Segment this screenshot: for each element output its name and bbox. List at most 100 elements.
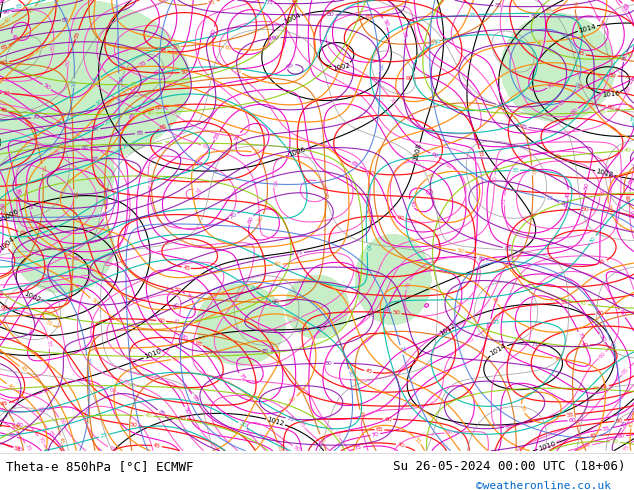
Text: 65: 65 (8, 432, 16, 439)
Text: 65: 65 (627, 193, 633, 200)
Text: 35: 35 (519, 404, 526, 413)
Text: 45: 45 (566, 191, 571, 198)
Text: 50: 50 (609, 73, 617, 78)
Text: 65: 65 (558, 98, 567, 107)
Text: 65: 65 (159, 122, 168, 130)
Text: 75: 75 (265, 0, 273, 6)
Text: 75: 75 (175, 317, 181, 325)
Text: 90: 90 (81, 146, 89, 151)
Text: 75: 75 (269, 33, 276, 42)
Text: 55: 55 (74, 30, 81, 39)
Text: 55: 55 (577, 84, 585, 90)
Text: 90: 90 (559, 201, 568, 209)
Text: 60: 60 (152, 69, 162, 77)
Text: 50: 50 (615, 418, 623, 424)
Text: 75: 75 (295, 250, 303, 256)
Text: 40: 40 (257, 214, 266, 223)
Text: 70: 70 (581, 343, 590, 349)
Text: 50: 50 (11, 424, 19, 431)
Text: 55: 55 (289, 395, 298, 404)
Text: 60: 60 (444, 162, 453, 170)
Text: 30: 30 (66, 178, 74, 185)
Text: 30: 30 (611, 439, 619, 445)
Text: 55: 55 (413, 436, 422, 445)
Text: 65: 65 (0, 44, 9, 51)
Text: 45: 45 (129, 82, 138, 87)
Text: 75: 75 (316, 178, 325, 187)
Text: 85: 85 (157, 409, 166, 417)
Text: 75: 75 (23, 443, 32, 452)
Text: 85: 85 (61, 17, 70, 23)
Text: 75: 75 (622, 443, 630, 452)
Text: 10: 10 (346, 369, 353, 378)
Text: 50: 50 (181, 70, 189, 75)
Text: 45: 45 (10, 33, 19, 42)
Text: 50: 50 (572, 0, 578, 9)
Text: 60: 60 (157, 318, 165, 324)
Text: 50: 50 (183, 407, 191, 416)
Text: 60: 60 (57, 417, 66, 426)
Text: 50: 50 (42, 83, 51, 91)
Text: 45: 45 (323, 192, 328, 200)
Text: 75: 75 (26, 202, 32, 211)
Text: 1006: 1006 (1, 208, 20, 221)
Text: 40: 40 (553, 356, 562, 362)
Text: Su 26-05-2024 00:00 UTC (18+06): Su 26-05-2024 00:00 UTC (18+06) (393, 460, 626, 473)
Text: 50: 50 (581, 207, 589, 212)
Text: 60: 60 (598, 350, 607, 360)
Text: 50: 50 (81, 416, 89, 425)
Text: 1008: 1008 (413, 143, 423, 162)
Text: 40: 40 (12, 422, 20, 431)
Text: 40: 40 (4, 16, 13, 24)
Text: 35: 35 (598, 109, 606, 115)
Text: 1010: 1010 (143, 348, 162, 360)
Text: 85: 85 (262, 349, 269, 354)
Text: 60: 60 (569, 107, 579, 116)
Text: 50: 50 (234, 133, 242, 142)
Text: 1012: 1012 (438, 322, 456, 337)
Text: 70: 70 (407, 199, 415, 209)
Text: 65: 65 (628, 176, 634, 186)
Text: 55: 55 (602, 426, 611, 432)
Text: 30: 30 (95, 98, 104, 107)
Text: 95: 95 (91, 156, 100, 162)
Text: 55: 55 (108, 445, 117, 453)
Text: 50: 50 (583, 181, 590, 190)
Text: 55: 55 (193, 187, 202, 196)
Text: 55: 55 (38, 407, 47, 413)
Text: 20: 20 (377, 63, 382, 71)
Text: 80: 80 (101, 210, 109, 219)
Text: 50: 50 (456, 248, 464, 254)
Text: 45: 45 (590, 433, 598, 440)
Text: 15: 15 (545, 196, 553, 202)
Text: 70: 70 (496, 102, 505, 108)
Text: 1006: 1006 (287, 147, 306, 158)
Text: 65: 65 (18, 230, 27, 238)
Text: 80: 80 (325, 361, 333, 366)
Text: 75: 75 (519, 124, 528, 130)
Text: 65: 65 (129, 112, 137, 121)
Text: 60: 60 (430, 151, 439, 159)
Text: 25: 25 (492, 319, 500, 325)
Text: 55: 55 (213, 131, 221, 140)
Text: 60: 60 (598, 21, 606, 30)
Text: 25: 25 (100, 432, 108, 439)
Text: 80: 80 (477, 256, 486, 262)
Text: 45: 45 (58, 142, 67, 150)
Text: 65: 65 (351, 160, 359, 168)
Text: 45: 45 (598, 259, 607, 266)
Text: 35: 35 (252, 149, 261, 155)
Text: 55: 55 (12, 445, 22, 453)
Text: 95: 95 (286, 61, 295, 70)
Text: 60: 60 (16, 422, 25, 428)
Text: 55: 55 (233, 68, 242, 75)
Text: 80: 80 (621, 53, 628, 62)
Text: 35: 35 (511, 168, 519, 173)
Text: 70: 70 (270, 178, 276, 187)
Text: 35: 35 (630, 113, 634, 122)
Text: 70: 70 (179, 334, 188, 342)
Text: 80: 80 (327, 12, 335, 17)
Text: 70: 70 (388, 97, 396, 106)
Text: 1002: 1002 (332, 62, 351, 72)
Text: 85: 85 (505, 423, 513, 430)
